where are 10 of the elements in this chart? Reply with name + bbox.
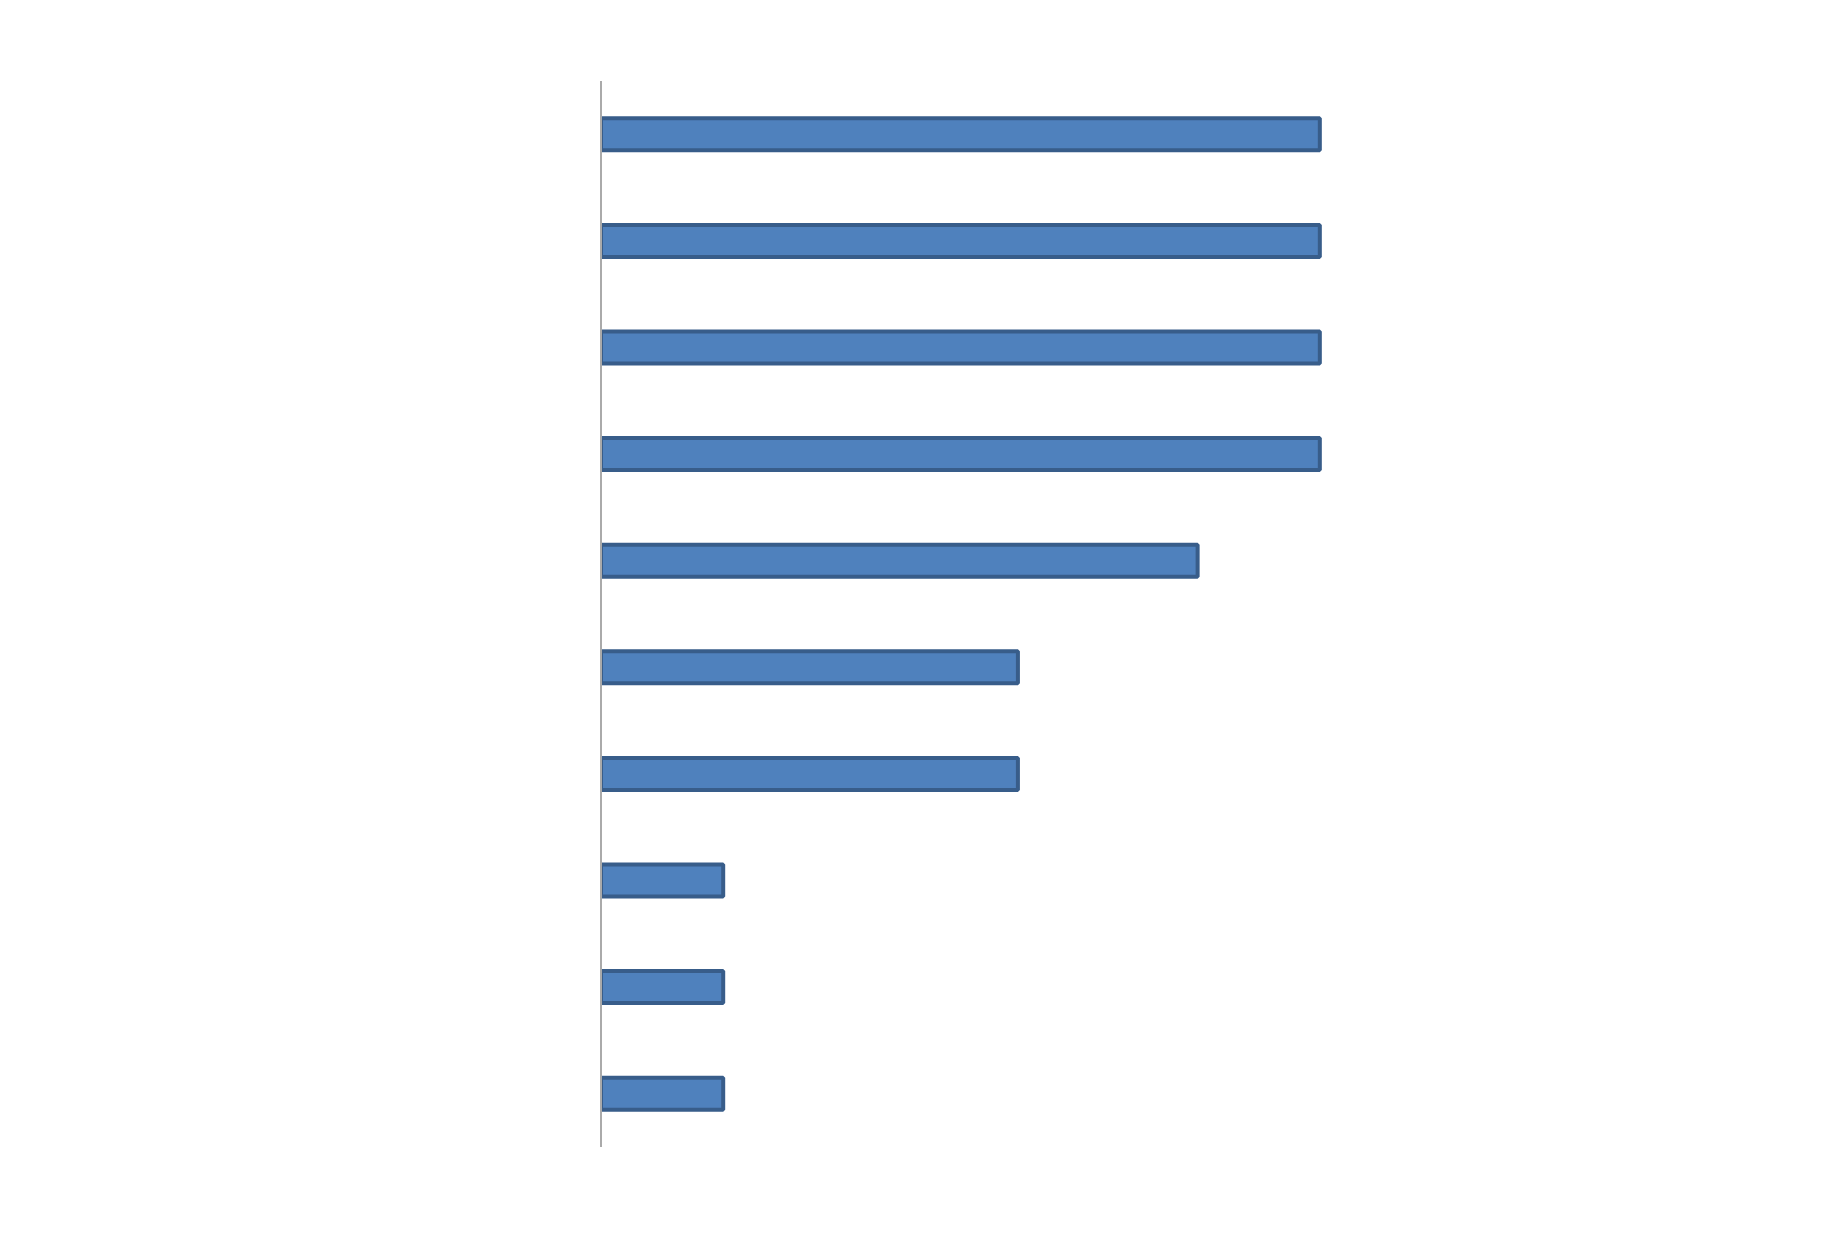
bar xyxy=(601,862,726,899)
bar xyxy=(601,1075,726,1112)
bar xyxy=(601,436,1322,473)
bar xyxy=(601,649,1020,686)
bar xyxy=(601,969,726,1006)
bar xyxy=(601,329,1322,366)
bar xyxy=(601,542,1200,579)
bar xyxy=(601,116,1322,153)
bar xyxy=(601,222,1322,259)
bar xyxy=(601,755,1020,792)
